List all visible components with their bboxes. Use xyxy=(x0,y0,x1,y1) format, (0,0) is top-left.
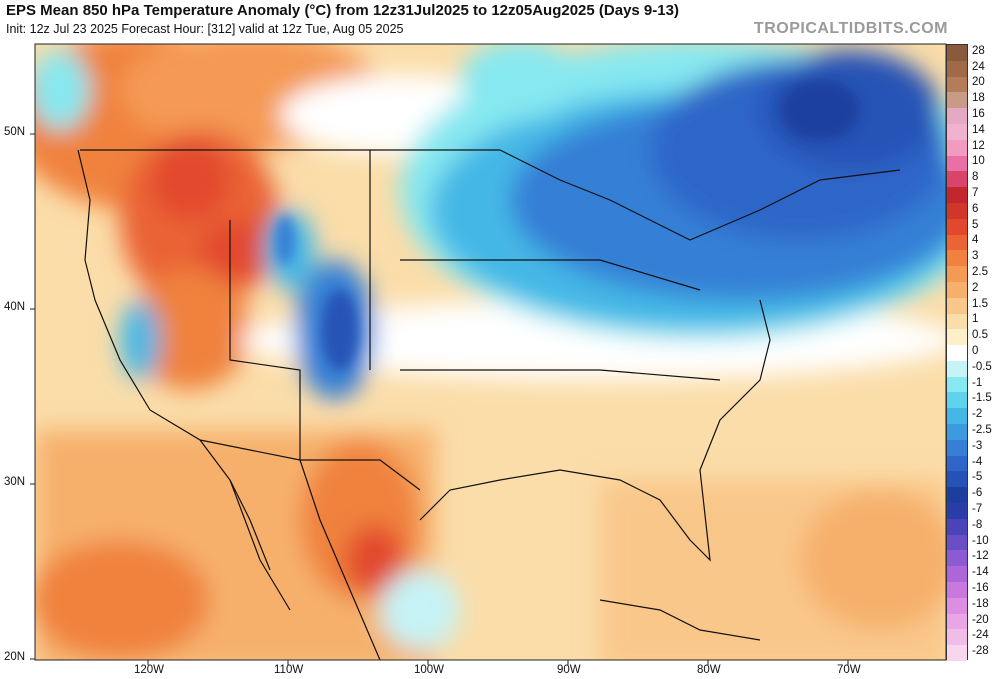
legend-label: 0 xyxy=(972,345,979,357)
legend-swatch xyxy=(947,645,967,662)
legend-swatch xyxy=(947,629,967,646)
legend-label: -2 xyxy=(972,408,983,421)
legend-swatch xyxy=(947,202,967,219)
legend-swatch xyxy=(947,503,967,520)
legend-swatch xyxy=(947,139,967,156)
brand-watermark: TROPICALTIDBITS.COM xyxy=(753,20,948,37)
legend-label: 4 xyxy=(972,234,979,247)
lon-label-110w: 110W xyxy=(274,664,304,676)
legend-label: 12 xyxy=(972,139,985,152)
legend-label: -1.5 xyxy=(972,392,992,405)
legend-swatch xyxy=(947,60,967,77)
legend-swatch xyxy=(947,439,967,456)
legend-swatch xyxy=(947,392,967,409)
legend-label: 2 xyxy=(972,281,979,294)
legend-swatch xyxy=(947,424,967,441)
lon-label-120w: 120W xyxy=(134,664,165,676)
legend-label: 28 xyxy=(972,44,985,57)
legend-swatch xyxy=(947,45,967,61)
legend-label: 1.5 xyxy=(972,297,988,310)
legend-swatch xyxy=(947,582,967,599)
anomaly-field xyxy=(35,44,946,660)
legend-label: 18 xyxy=(972,92,985,105)
legend-swatch xyxy=(947,518,967,535)
legend-swatch xyxy=(947,329,967,346)
legend-label: -24 xyxy=(972,629,989,642)
legend-swatch xyxy=(947,408,967,425)
legend-swatch xyxy=(947,613,967,630)
legend-label: -16 xyxy=(972,581,989,594)
legend-swatch xyxy=(947,455,967,472)
legend-swatch xyxy=(947,534,967,551)
lat-label-30n: 30N xyxy=(4,476,26,488)
map-subtitle: Init: 12z Jul 23 2025 Forecast Hour: [31… xyxy=(6,22,404,36)
legend-label: 24 xyxy=(972,60,985,73)
legend-label: -20 xyxy=(972,613,989,626)
legend-label: 1 xyxy=(972,313,979,326)
legend-label: -0.5 xyxy=(972,360,992,373)
legend-swatch xyxy=(947,550,967,567)
axis-ticks xyxy=(30,133,849,665)
legend-swatch xyxy=(947,376,967,393)
legend-label: 10 xyxy=(972,155,985,168)
legend-swatch xyxy=(947,76,967,93)
legend-swatch xyxy=(947,345,967,362)
lon-label-100w: 100W xyxy=(414,664,445,676)
legend-swatch xyxy=(947,471,967,488)
legend-label: -5 xyxy=(972,471,983,484)
legend-swatch xyxy=(947,234,967,251)
legend-label: 8 xyxy=(972,171,979,184)
legend-label: -12 xyxy=(972,550,989,563)
legend-swatch xyxy=(947,92,967,109)
legend-swatch xyxy=(947,108,967,125)
lon-label-70w: 70W xyxy=(837,664,861,676)
legend-label: -1 xyxy=(972,376,983,389)
legend-label: 16 xyxy=(972,108,985,121)
legend-label: -14 xyxy=(972,566,989,579)
lat-label-50n: 50N xyxy=(4,126,26,138)
legend-swatch xyxy=(947,313,967,330)
legend-label: -10 xyxy=(972,534,989,547)
legend-swatch xyxy=(947,218,967,235)
legend-swatch xyxy=(947,597,967,614)
legend-label: 2.5 xyxy=(972,266,988,279)
lat-label-40n: 40N xyxy=(4,301,26,313)
legend-swatch xyxy=(947,487,967,504)
lon-label-90w: 90W xyxy=(557,664,581,676)
legend-swatch xyxy=(947,360,967,377)
legend-label: -28 xyxy=(972,645,989,658)
lat-label-20n: 20N xyxy=(4,651,26,663)
legend-label: -2.5 xyxy=(972,423,992,436)
legend-swatch xyxy=(947,266,967,283)
legend-label: 5 xyxy=(972,218,979,231)
legend-swatch xyxy=(947,155,967,172)
legend-swatch xyxy=(947,171,967,188)
legend-swatch xyxy=(947,297,967,314)
legend-swatch xyxy=(947,187,967,204)
map-title: EPS Mean 850 hPa Temperature Anomaly (°C… xyxy=(6,2,679,19)
legend-swatch xyxy=(947,566,967,583)
legend-label: 6 xyxy=(972,202,979,215)
legend-label: 14 xyxy=(972,123,985,136)
legend-swatch xyxy=(947,281,967,298)
legend-label: -7 xyxy=(972,502,983,515)
lon-label-80w: 80W xyxy=(697,664,721,676)
legend-label: -4 xyxy=(972,455,983,468)
legend-label: -3 xyxy=(972,439,983,452)
legend-label: 20 xyxy=(972,76,985,89)
legend-label: -8 xyxy=(972,518,983,531)
legend-swatch xyxy=(947,123,967,140)
legend-label: 0.5 xyxy=(972,329,988,342)
geographic-boundaries xyxy=(77,149,901,660)
legend-label: 7 xyxy=(972,187,979,200)
legend-label: -18 xyxy=(972,597,989,610)
color-legend xyxy=(946,44,968,662)
legend-swatch xyxy=(947,250,967,267)
legend-label: 3 xyxy=(972,250,979,263)
legend-label: -6 xyxy=(972,487,983,500)
